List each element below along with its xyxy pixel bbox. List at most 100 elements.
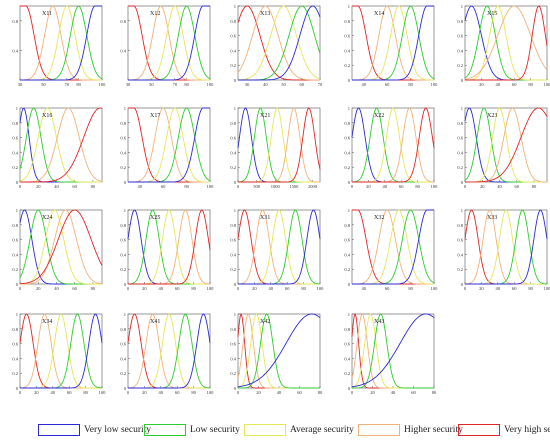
- x-tick-label: 40: [496, 82, 501, 87]
- y-tick-label: 0.2: [230, 267, 236, 272]
- y-tick-label: 0.8: [12, 327, 18, 332]
- x-tick-label: 20: [256, 390, 261, 395]
- panel-title: X41: [150, 319, 160, 325]
- mf-curve-very-low-security: [352, 5, 434, 81]
- panel-svg: 0 0.2 0.4 0.6 0.8 1 0 20 40 60 80 X24: [12, 208, 103, 291]
- mf-curve-very-low-security: [237, 107, 320, 183]
- y-tick-label: 0.8: [120, 19, 126, 24]
- mf-curve-higher-security: [464, 209, 547, 285]
- y-tick-label: 0.8: [12, 121, 18, 126]
- x-tick-label: 60: [300, 82, 305, 87]
- y-tick-label: 0.2: [12, 267, 18, 272]
- legend-label: Low security: [190, 425, 240, 435]
- x-tick-label: 60: [161, 184, 166, 189]
- mf-curve-low-security: [20, 5, 103, 81]
- y-tick-label: 0.2: [120, 267, 126, 272]
- y-tick-label: 1: [16, 106, 18, 111]
- mf-curve-low-security: [238, 313, 320, 389]
- x-tick-label: 60: [72, 184, 77, 189]
- x-tick-label: 60: [285, 286, 290, 291]
- mf-curve-average-security: [20, 5, 102, 81]
- legend-item: Very high security: [458, 423, 550, 437]
- y-tick-label: 0.2: [120, 371, 126, 376]
- y-tick-label: 0.8: [457, 223, 463, 228]
- y-tick-label: 0: [234, 386, 237, 391]
- panel-title: X42: [260, 319, 270, 325]
- y-tick-label: 0: [461, 180, 464, 185]
- x-tick-label: 60: [67, 390, 72, 395]
- mf-curve-very-high-security: [19, 313, 102, 389]
- x-tick-label: 0: [19, 184, 22, 189]
- x-tick-label: 70: [65, 82, 70, 87]
- panel-svg: 0 0.2 0.4 0.6 0.8 1 0 20 40 60 80 100 X31: [230, 208, 324, 291]
- axes-box: [19, 313, 103, 389]
- mf-curve-very-low-security: [237, 313, 321, 388]
- panel-svg: 0 0.2 0.4 0.6 0.8 1 40 60 80 100 X32: [344, 208, 438, 291]
- y-tick-label: 1: [234, 312, 236, 317]
- axes-box: [127, 313, 211, 389]
- y-tick-label: 0.8: [120, 223, 126, 228]
- x-tick-label: 50: [281, 82, 286, 87]
- mf-curve-low-security: [352, 313, 434, 389]
- mf-curve-very-high-security: [20, 5, 102, 81]
- panel-svg: 0.4 0.8 30 50 70 80 100 X11: [12, 5, 106, 87]
- y-tick-label: 0.6: [344, 238, 350, 243]
- x-tick-label: 100: [207, 82, 215, 87]
- x-tick-label: 60: [512, 286, 517, 291]
- x-tick-label: 80: [528, 82, 533, 87]
- x-tick-label: 30: [126, 82, 131, 87]
- x-tick-label: 80: [91, 184, 96, 189]
- y-tick-label: 0.2: [12, 165, 18, 170]
- axes-box: [464, 209, 548, 285]
- mf-curve-very-low-security: [128, 107, 210, 183]
- x-tick-label: 60: [297, 390, 302, 395]
- y-tick-label: 0.8: [230, 223, 236, 228]
- x-tick-label: 80: [191, 390, 196, 395]
- y-tick-label: 0.4: [344, 150, 350, 155]
- y-tick-label: 0.6: [230, 34, 236, 39]
- y-tick-label: 0: [348, 282, 351, 287]
- mf-curve-low-security: [19, 209, 102, 285]
- y-tick-label: 0.8: [230, 327, 236, 332]
- panel-title: X24: [42, 215, 52, 221]
- legend-swatch: [244, 424, 286, 436]
- x-tick-label: 20: [36, 184, 41, 189]
- x-tick-label: 20: [252, 286, 257, 291]
- mf-curve-very-high-security: [238, 107, 321, 183]
- y-tick-label: 1: [234, 208, 236, 213]
- y-tick-label: 0.6: [344, 34, 350, 39]
- axes-box: [19, 5, 103, 81]
- mf-curve-average-security: [352, 209, 434, 285]
- x-tick-label: 20: [366, 184, 371, 189]
- mf-curve-very-high-security: [128, 209, 211, 285]
- mf-curve-average-security: [465, 107, 547, 183]
- x-tick-label: 60: [385, 286, 390, 291]
- mf-curve-low-security: [237, 107, 320, 183]
- y-tick-label: 0.4: [457, 252, 463, 257]
- y-tick-label: 0: [348, 78, 351, 83]
- mf-curve-higher-security: [128, 107, 210, 183]
- panel-title: X25: [150, 215, 160, 221]
- mf-curve-very-high-security: [20, 107, 103, 183]
- y-tick-label: 0.8: [120, 327, 126, 332]
- x-tick-label: 40: [269, 286, 274, 291]
- y-tick-label: 0: [461, 282, 464, 287]
- mf-curve-average-security: [238, 209, 320, 285]
- x-tick-label: 40: [54, 286, 59, 291]
- x-tick-label: 100: [544, 286, 550, 291]
- y-tick-label: 0.6: [457, 136, 463, 141]
- x-tick-label: 20: [142, 286, 147, 291]
- x-tick-label: 0: [237, 184, 240, 189]
- panel-x21: 0 0.2 0.4 0.6 0.8 1 0 500 1000 1500 2000 X21: [226, 104, 328, 200]
- y-tick-label: 0.6: [344, 136, 350, 141]
- y-tick-label: 0.2: [120, 165, 126, 170]
- panel-svg: 0 0.2 0.4 0.6 0.8 1 0 20 40 60 80 X23: [457, 106, 548, 189]
- mf-curve-higher-security: [238, 107, 320, 183]
- x-tick-label: 60: [72, 286, 77, 291]
- mf-curve-average-security: [352, 5, 434, 81]
- y-tick-label: 0.6: [12, 342, 18, 347]
- x-tick-label: 40: [361, 82, 366, 87]
- y-tick-label: 0.2: [230, 63, 236, 68]
- axes-box: [351, 5, 435, 81]
- x-tick-label: 50: [149, 82, 154, 87]
